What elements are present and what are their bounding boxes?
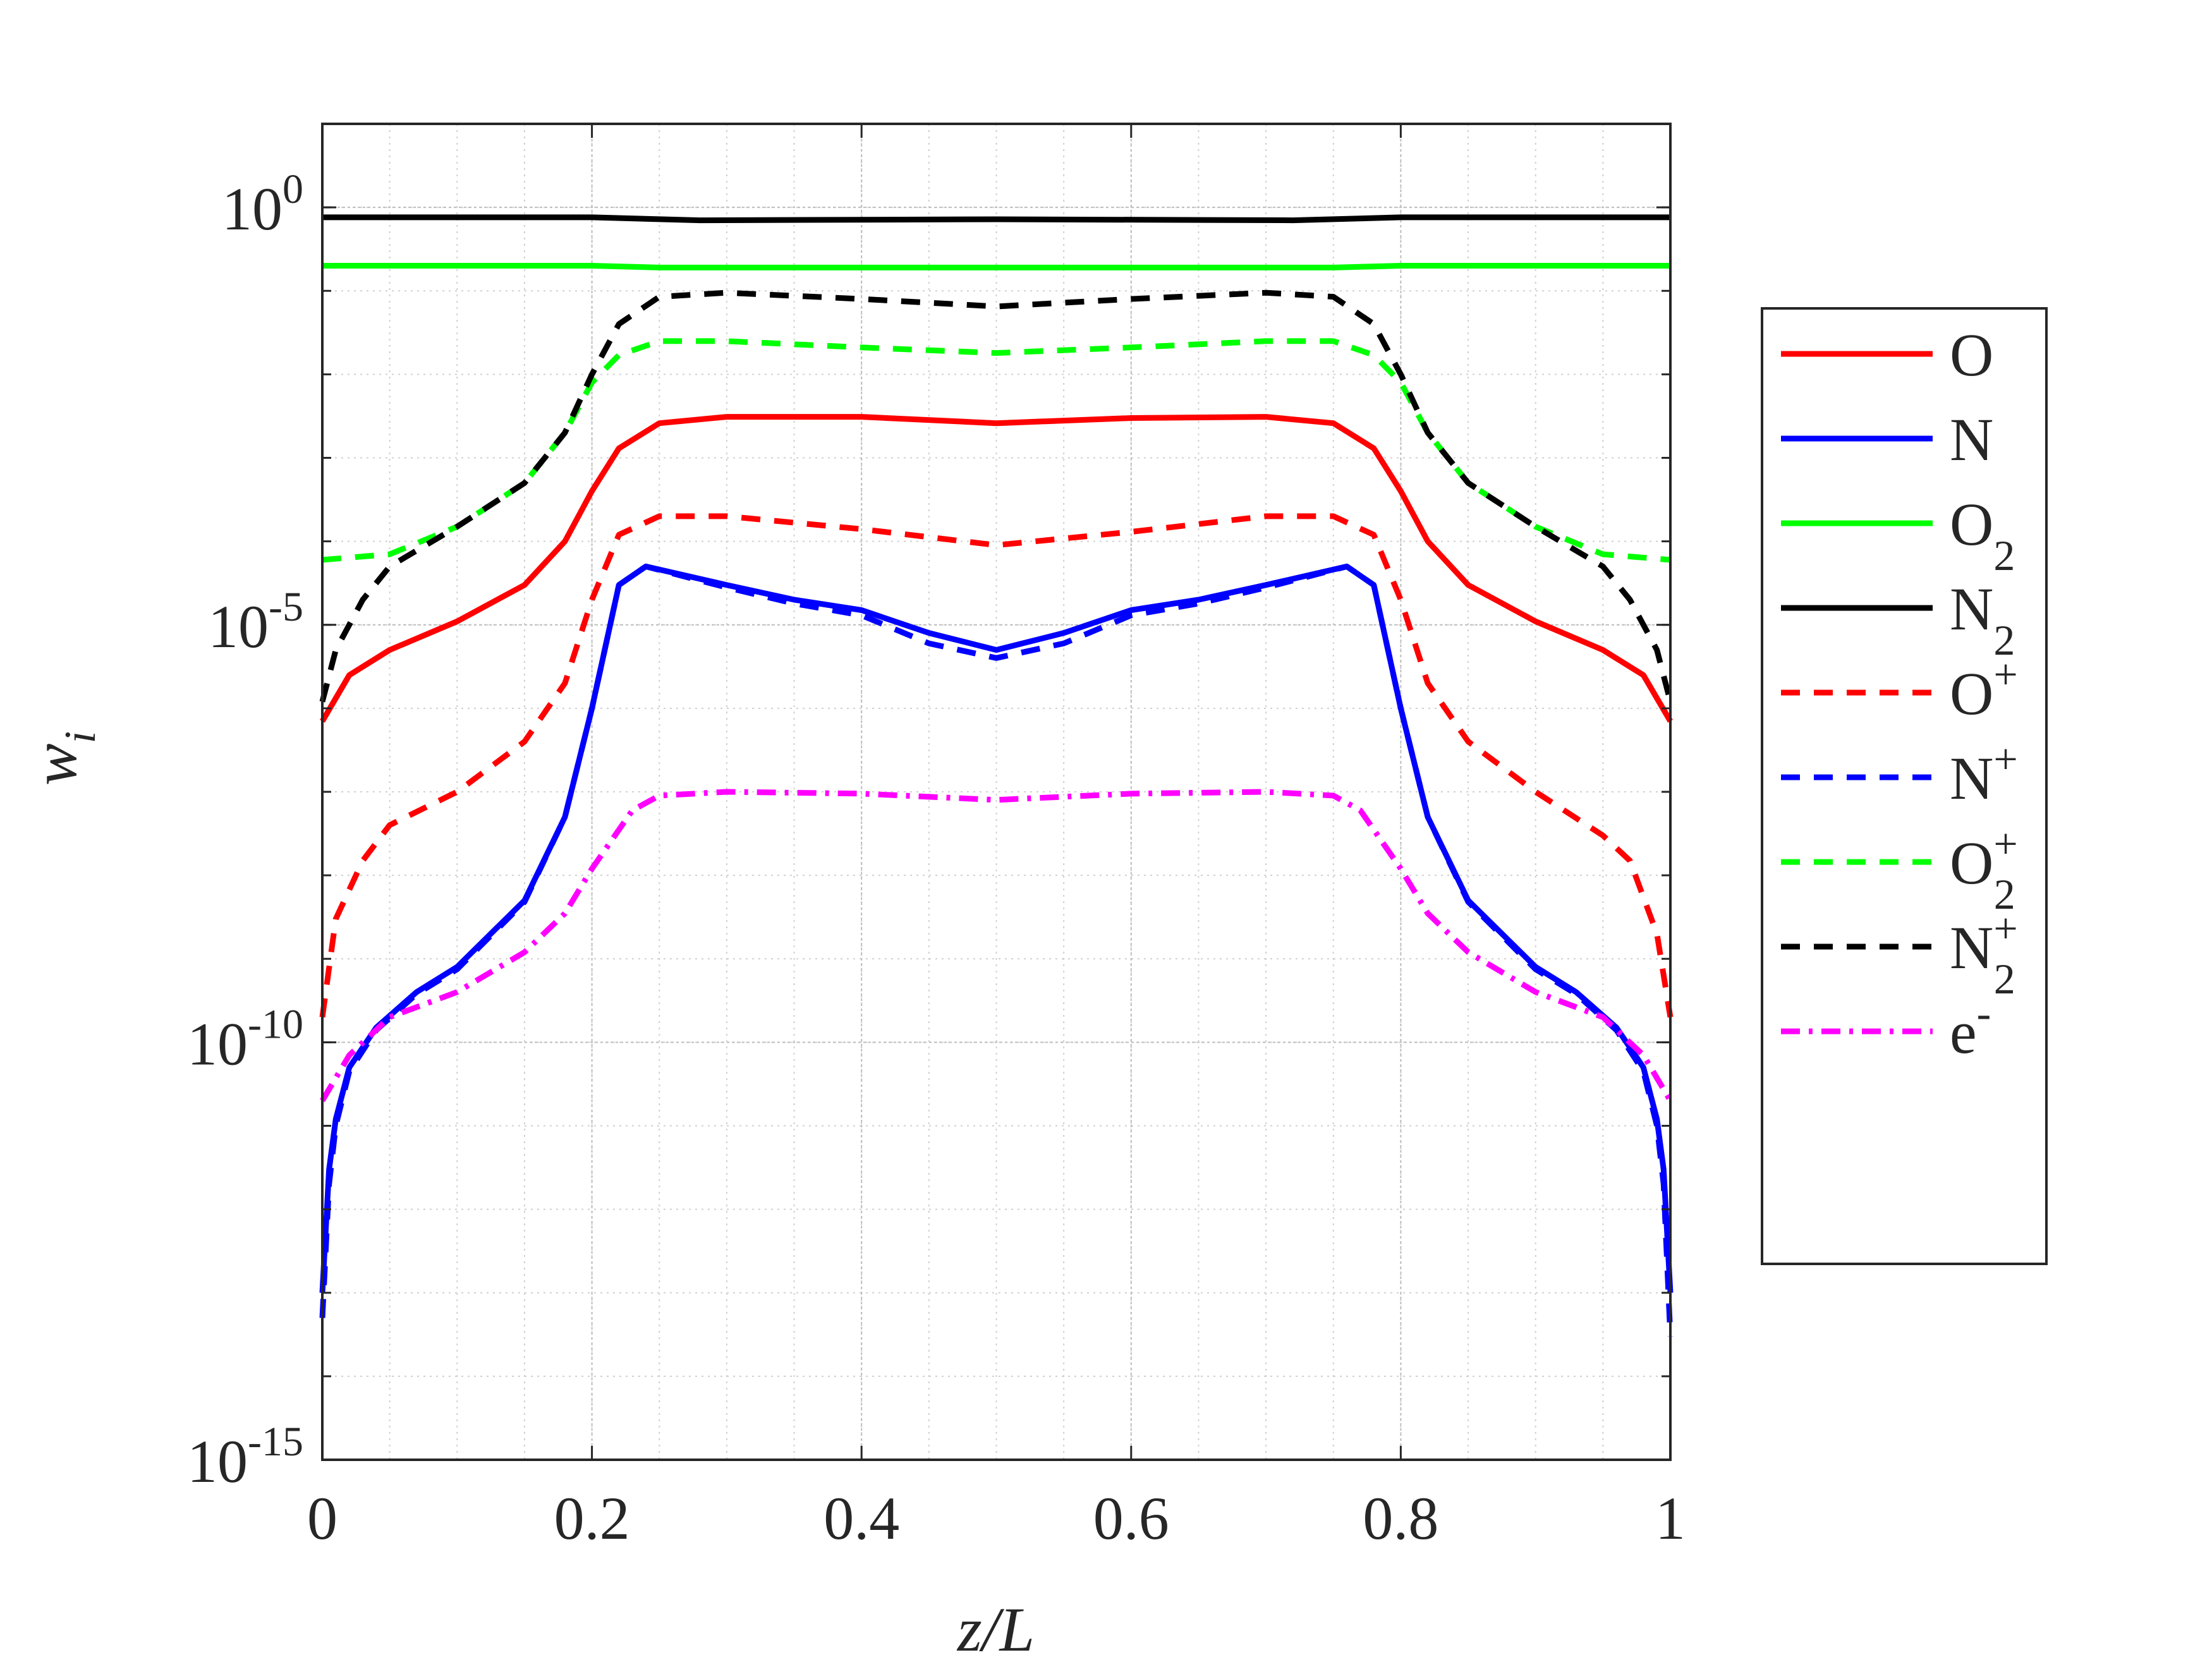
x-tick-labels: 0 0.2 0.4 0.6 0.8 1	[307, 1484, 1686, 1552]
legend-label: e-	[1950, 989, 1991, 1066]
y-axis-label: wi	[20, 731, 105, 786]
x-tick-label: 0.2	[554, 1484, 630, 1552]
x-tick-label: 1	[1655, 1484, 1686, 1552]
y-tick-label: 10-15	[187, 1419, 303, 1495]
x-tick-label: 0.6	[1093, 1484, 1169, 1552]
legend-label: N	[1950, 406, 1993, 473]
series-line	[320, 414, 1673, 723]
x-tick-label: 0	[307, 1484, 337, 1552]
legend-label: N+ 2	[1950, 904, 2018, 1003]
y-tick-label: 100	[222, 166, 303, 243]
x-tick-label: 0.8	[1363, 1484, 1438, 1552]
tick-marks	[321, 123, 1672, 1461]
legend-label: O	[1950, 321, 1993, 389]
x-tick-label: 0.4	[823, 1484, 899, 1552]
series-line	[319, 289, 1674, 703]
legend-label: N+	[1950, 735, 2018, 812]
series-line	[322, 263, 1670, 270]
legend-label: O+ 2	[1950, 820, 2018, 918]
series-line	[319, 563, 1674, 1337]
series-line	[320, 789, 1673, 1102]
y-tick-label: 10-5	[208, 584, 303, 660]
series-line	[322, 214, 1670, 224]
legend-label: O+	[1950, 650, 2018, 727]
legend-label: N2	[1950, 575, 2015, 664]
y-tick-labels: 100 10-5 10-10 10-15	[187, 166, 303, 1495]
series-lines	[319, 214, 1674, 1337]
x-axis-label: z/L	[956, 1594, 1035, 1659]
y-tick-label: 10-10	[187, 1001, 303, 1077]
legend-box	[1761, 307, 2048, 1265]
legend-label: O2	[1950, 490, 2015, 579]
